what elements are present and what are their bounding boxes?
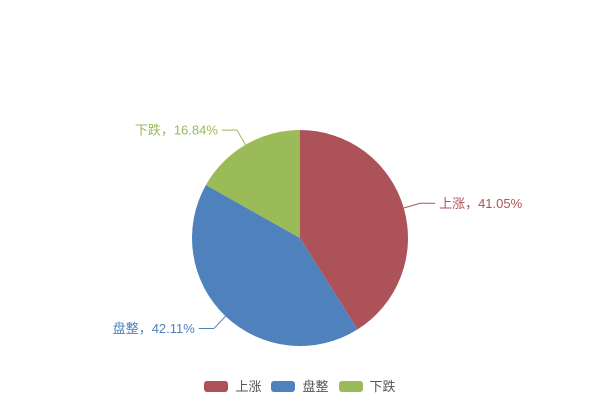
legend-swatch-上涨 <box>204 381 229 392</box>
legend-label-下跌: 下跌 <box>369 379 396 394</box>
label-line-上涨 <box>403 202 436 209</box>
legend-label-盘整: 盘整 <box>302 379 329 394</box>
legend-item-上涨[interactable]: 上涨 <box>204 379 261 394</box>
legend-item-下跌[interactable]: 下跌 <box>338 379 396 394</box>
pie-slice-盘整[interactable] <box>192 185 358 346</box>
pie-slice-上涨[interactable] <box>300 130 408 330</box>
slice-label-盘整: 盘整，42.11% <box>113 321 196 336</box>
legend-swatch-下跌 <box>338 381 363 392</box>
legend-swatch-盘整 <box>271 381 296 392</box>
legend-label-上涨: 上涨 <box>235 379 262 394</box>
legend: 上涨 盘整 下跌 <box>0 379 600 394</box>
pie-slice-下跌[interactable] <box>205 130 300 238</box>
slice-label-上涨: 上涨，41.05% <box>439 196 523 211</box>
slice-label-下跌: 下跌，16.84% <box>135 123 219 138</box>
label-line-盘整 <box>198 315 226 330</box>
label-line-下跌 <box>221 129 246 146</box>
legend-item-盘整[interactable]: 盘整 <box>271 379 329 394</box>
